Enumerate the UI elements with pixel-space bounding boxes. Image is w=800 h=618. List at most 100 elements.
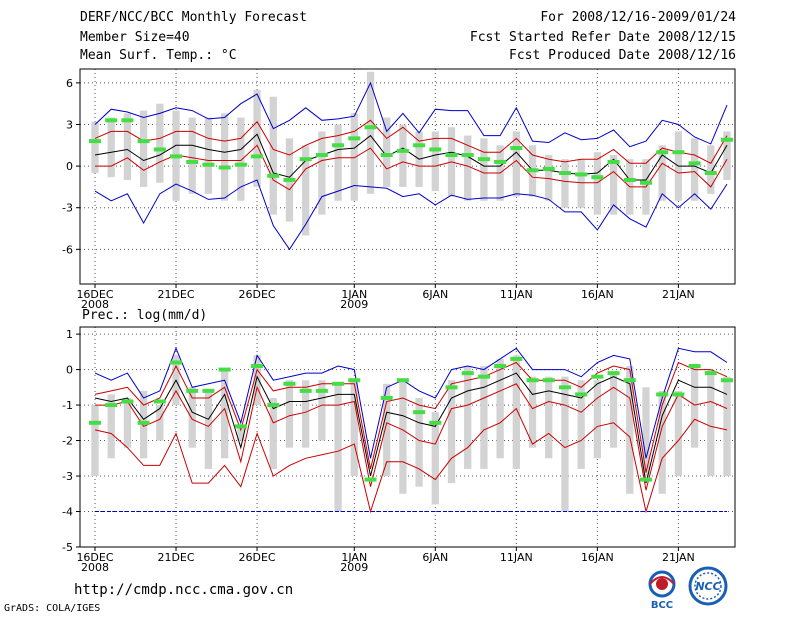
temp-line-median <box>94 133 728 181</box>
precip-ytick-label: -5 <box>62 541 73 554</box>
precip-xtick-sublabel: 2008 <box>81 561 109 574</box>
precip-observed-mark <box>607 371 620 376</box>
precip-observed-mark <box>591 374 604 379</box>
precip-observed-mark <box>656 392 669 397</box>
precip-spread-bar <box>188 387 196 448</box>
precip-xtick-label: 21JAN <box>662 551 695 564</box>
temp-spread-bar <box>350 113 358 201</box>
precip-spread-bar <box>723 376 731 477</box>
temp-spread-bar <box>561 159 569 208</box>
precip-spread-bar <box>642 387 650 477</box>
temp-xtick-label: 16DEC <box>76 288 113 301</box>
precip-observed-mark <box>202 388 215 393</box>
temp-spread-bar <box>512 131 520 197</box>
precip-xtick-label: 16JAN <box>581 551 614 564</box>
precip-observed-mark <box>477 374 490 379</box>
precip-xtick-label: 16DEC <box>76 551 113 564</box>
temp-observed-mark <box>575 172 588 177</box>
temp-spread-bar <box>220 113 229 201</box>
temp-xtick-label: 1JAN <box>341 288 367 301</box>
temp-observed-mark <box>721 137 733 142</box>
temp-observed-mark <box>445 153 458 157</box>
temp-observed-mark <box>380 153 393 157</box>
temp-spread-bar <box>91 121 99 174</box>
precip-spread-bar <box>626 366 634 494</box>
temp-observed-mark <box>121 118 134 123</box>
temp-spread-bar <box>318 131 326 215</box>
precip-observed-mark <box>429 420 442 425</box>
temp-ytick-label: 0 <box>66 160 73 173</box>
temp-xtick-label: 11JAN <box>500 288 533 301</box>
precip-xtick-label: 11JAN <box>500 551 533 564</box>
temp-line-lower <box>95 144 728 191</box>
chart-title: DERF/NCC/BCC Monthly Forecast <box>80 10 307 25</box>
temp-spread-bar <box>204 117 213 194</box>
temp-observed-mark <box>348 136 361 141</box>
precip-spread-bar <box>253 355 261 406</box>
temp-observed-mark <box>299 157 312 162</box>
precip-ytick-label: -4 <box>62 506 73 519</box>
precip-line-lower <box>95 383 728 491</box>
temp-observed-mark <box>526 168 539 173</box>
temp-observed-mark <box>461 153 474 157</box>
precip-spread-bar <box>690 366 699 448</box>
precip-spread-bar <box>447 380 456 484</box>
precip-ytick-label: 1 <box>66 328 73 341</box>
precip-spread-bar <box>593 380 602 459</box>
temp-observed-mark <box>477 157 490 162</box>
precip-spread-bar <box>464 366 472 469</box>
precip-spread-bar <box>350 380 358 477</box>
precip-line-upper <box>94 361 728 473</box>
precip-observed-mark <box>721 378 733 383</box>
temp-observed-mark <box>623 177 636 182</box>
precip-observed-mark <box>89 420 101 425</box>
precip-ytick-label: 0 <box>66 364 73 377</box>
temp-spread-bar <box>156 103 164 183</box>
precip-observed-mark <box>315 388 328 393</box>
temp-observed-mark <box>704 171 717 176</box>
temp-observed-mark <box>170 154 183 159</box>
precip-xtick-sublabel: 2009 <box>340 561 368 574</box>
temp-line-upper <box>94 119 728 164</box>
precip-spread-bar <box>220 369 229 459</box>
precip-label: Prec.: log(mm/d) <box>82 308 208 323</box>
temp-observed-mark <box>186 159 199 164</box>
temp-ytick-label: -6 <box>62 243 73 256</box>
precip-observed-mark <box>461 371 474 376</box>
precip-observed-mark <box>251 364 264 369</box>
temp-spread-bar <box>577 159 585 208</box>
precip-observed-mark <box>494 364 507 369</box>
precip-ytick-label: -1 <box>62 399 73 412</box>
temp-xtick-label: 26DEC <box>238 288 275 301</box>
temp-spread-bar <box>383 117 391 187</box>
temp-spread-bar <box>269 96 277 215</box>
precip-observed-mark <box>267 403 280 408</box>
precip-observed-mark <box>542 378 555 383</box>
temp-observed-mark <box>315 153 328 157</box>
ncc-logo: NCC <box>688 566 728 606</box>
precip-spread-bar <box>561 376 569 512</box>
precip-spread-bar <box>383 383 391 477</box>
precip-spread-bar <box>204 390 213 469</box>
precip-spread-bar <box>577 380 585 469</box>
temp-spread-bar <box>690 138 699 201</box>
precip-observed-mark <box>704 371 717 376</box>
temp-ytick-label: 6 <box>66 77 73 90</box>
temp-observed-mark <box>153 147 166 152</box>
temp-spread-bar <box>107 117 115 178</box>
precip-observed-mark <box>688 364 701 369</box>
precip-xtick-label: 6JAN <box>422 551 448 564</box>
precip-observed-mark <box>413 410 426 415</box>
temp-spread-bar <box>658 145 666 201</box>
forecast-period: For 2008/12/16-2009/01/24 <box>540 10 736 25</box>
temp-observed-mark <box>105 118 118 123</box>
temp-frame <box>79 68 736 285</box>
temp-spread-bar <box>609 155 618 215</box>
temp-spread-bar <box>237 117 245 201</box>
footer-url[interactable]: http://cmdp.ncc.cma.gov.cn <box>74 582 294 598</box>
precip-xtick-label: 26DEC <box>238 551 275 564</box>
precip-spread-bar <box>674 390 683 477</box>
temp-spread-bar <box>431 131 439 192</box>
